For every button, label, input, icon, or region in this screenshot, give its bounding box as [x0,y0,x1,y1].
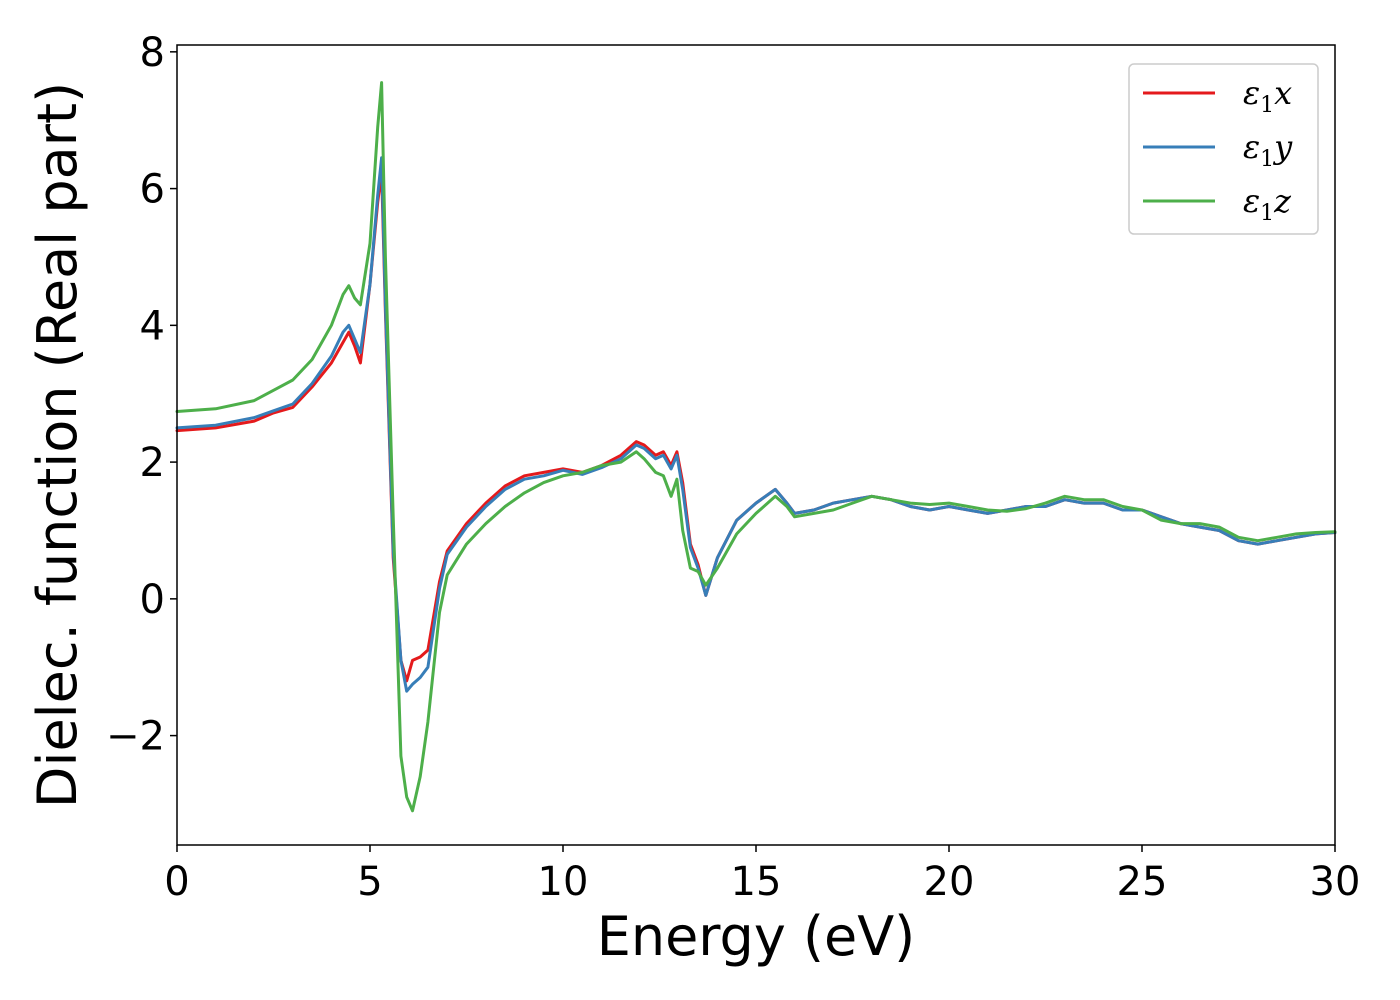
series-line-z [175,81,1337,813]
legend-frame [1128,63,1319,235]
y-tick-label: −2 [106,714,165,760]
y-tick-label: 6 [140,167,165,213]
legend: ε1x ε1y ε1z [1128,63,1319,235]
y-tick-label: 0 [140,577,165,623]
x-tick-label: 15 [731,859,782,905]
x-tick-label: 25 [1117,859,1168,905]
y-axis-title: Dielec. function (Real part) [26,82,89,808]
legend-label-z: ε1z [1243,182,1292,226]
y-tick-label: 2 [140,440,165,486]
x-tick-label: 30 [1310,859,1361,905]
y-tick-label: 8 [140,30,165,76]
legend-label-x: ε1x [1243,74,1292,118]
legend-label-y: ε1y [1243,128,1293,172]
x-axis-title: Energy (eV) [597,905,916,968]
x-tick-label: 5 [357,859,382,905]
x-tick-label: 10 [538,859,589,905]
x-axis-ticks: 0 5 10 15 20 25 30 [164,845,1360,905]
series-line-y [175,156,1337,693]
x-tick-label: 20 [924,859,975,905]
x-tick-label: 0 [164,859,189,905]
y-tick-label: 4 [140,303,165,349]
y-axis-ticks: −2 0 2 4 6 8 [106,30,177,760]
series-layer [175,81,1337,813]
